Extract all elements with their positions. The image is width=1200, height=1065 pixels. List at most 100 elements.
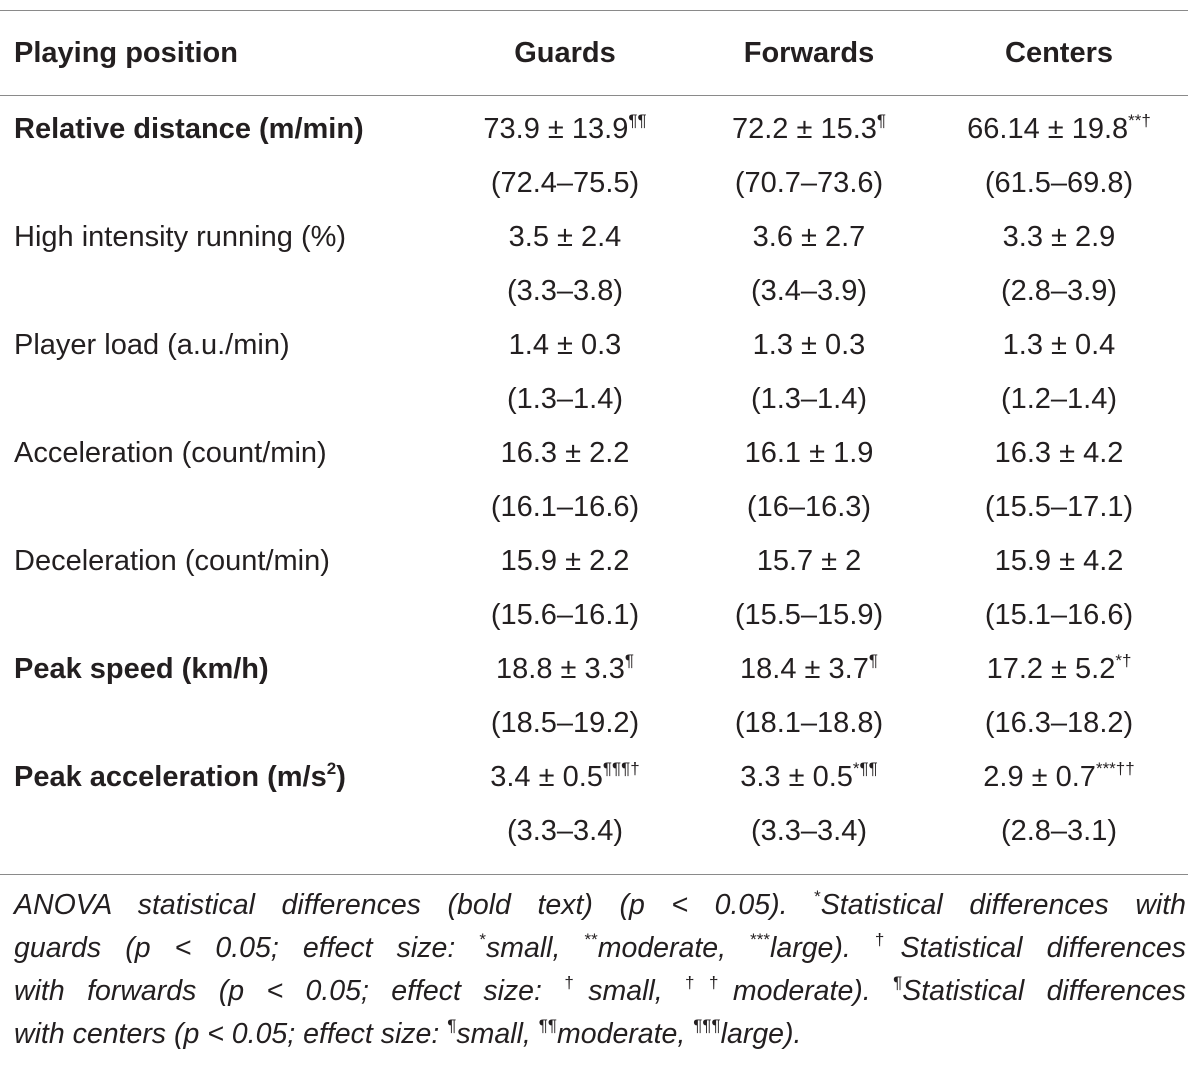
table-row-range: (3.3–3.4) (3.3–3.4) (2.8–3.1) <box>0 811 1188 865</box>
mean-sd-value: 1.3 ± 0.4 <box>1002 329 1116 361</box>
row-label-suffix: ) <box>336 761 346 793</box>
footnote-text: with centers (p < 0.05; effect size: <box>14 1018 448 1050</box>
mean-sd-value: 15.9 ± 4.2 <box>994 545 1124 577</box>
table-row-range: (72.4–75.5) (70.7–73.6) (61.5–69.8) <box>0 163 1188 217</box>
significance-marker: *¶¶ <box>852 759 878 778</box>
row-label: Deceleration (count/min) <box>0 541 442 595</box>
row-label-blank <box>0 811 442 865</box>
significance-marker: ¶¶¶† <box>602 759 640 778</box>
footnote-text: large). <box>720 1018 802 1050</box>
mean-sd-value: 18.4 ± 3.7 <box>740 653 869 685</box>
range-cell: (1.2–1.4) <box>1000 383 1118 415</box>
row-label-blank <box>0 163 442 217</box>
footnote-text: with forwards (p < 0.05; effect size: <box>14 975 565 1007</box>
header-cell-playing-position: Playing position <box>14 36 238 69</box>
mean-sd-cell: 15.9 ± 2.2 <box>442 541 688 595</box>
row-label-text: Relative distance (m/min) <box>14 113 364 145</box>
mean-sd-value: 18.8 ± 3.3 <box>496 653 625 685</box>
mean-sd-cell: 3.4 ± 0.5¶¶¶† <box>442 757 688 811</box>
row-label-text: Player load (a.u./min) <box>14 329 290 361</box>
footnote-marker: † <box>564 973 589 992</box>
row-label: Acceleration (count/min) <box>0 433 442 487</box>
range-cell: (1.3–1.4) <box>750 383 868 415</box>
table-row: Peak acceleration (m/s2) 3.4 ± 0.5¶¶¶† 3.3… <box>0 757 1188 811</box>
mean-sd-value: 16.1 ± 1.9 <box>744 437 874 469</box>
range-cell: (16.3–18.2) <box>984 707 1134 739</box>
significance-marker: *† <box>1115 651 1132 670</box>
header-rule <box>0 95 1188 96</box>
range-cell: (2.8–3.9) <box>1000 275 1118 307</box>
mean-sd-cell: 15.7 ± 2 <box>688 541 930 595</box>
footnote-text: guards (p < 0.05; effect size: <box>14 932 480 964</box>
range-cell: (15.1–16.6) <box>984 599 1134 631</box>
mean-sd-cell: 15.9 ± 4.2 <box>930 541 1188 595</box>
mean-sd-value: 16.3 ± 2.2 <box>500 437 630 469</box>
mean-sd-cell: 18.4 ± 3.7¶ <box>688 649 930 703</box>
data-table: Playing position Guards Forwards Centers… <box>0 11 1188 865</box>
range-cell: (15.6–16.1) <box>490 599 640 631</box>
footnote-text: small, <box>485 932 585 964</box>
footnote-text: moderate, <box>597 932 751 964</box>
row-label-text: Peak acceleration (m/s <box>14 761 327 793</box>
footnote-text: small, <box>456 1018 539 1050</box>
table-body: Relative distance (m/min) 73.9 ± 13.9¶¶ 72… <box>0 95 1188 865</box>
mean-sd-cell: 66.14 ± 19.8**† <box>930 95 1188 163</box>
mean-sd-cell: 3.5 ± 2.4 <box>442 217 688 271</box>
header-row: Playing position Guards Forwards Centers <box>0 11 1188 95</box>
mean-sd-value: 1.4 ± 0.3 <box>508 329 622 361</box>
footnote-marker: * <box>814 887 821 906</box>
footnote-marker: *** <box>750 930 771 949</box>
mean-sd-cell: 1.3 ± 0.3 <box>688 325 930 379</box>
mean-sd-cell: 1.4 ± 0.3 <box>442 325 688 379</box>
range-cell: (70.7–73.6) <box>734 167 884 199</box>
mean-sd-cell: 1.3 ± 0.4 <box>930 325 1188 379</box>
footnote-text: ANOVA statistical differences (bold text… <box>14 889 815 921</box>
row-label-blank <box>0 271 442 325</box>
significance-marker: **† <box>1128 111 1151 130</box>
header-cell-forwards: Forwards <box>743 36 875 69</box>
footnote-text: Statistical differences with <box>820 889 1186 921</box>
mean-sd-value: 2.9 ± 0.7 <box>983 761 1096 793</box>
table-row-range: (1.3–1.4) (1.3–1.4) (1.2–1.4) <box>0 379 1188 433</box>
table-footnote: ANOVA statistical differences (bold text… <box>14 884 1186 1056</box>
footnote-text: small, <box>588 975 686 1007</box>
range-cell: (3.3–3.4) <box>750 815 868 847</box>
table-row-range: (15.6–16.1) (15.5–15.9) (15.1–16.6) <box>0 595 1188 649</box>
significance-marker: ¶ <box>876 111 887 130</box>
range-cell: (3.3–3.8) <box>506 275 624 307</box>
footnote-line: with centers (p < 0.05; effect size: ¶sm… <box>14 1013 1186 1056</box>
mean-sd-cell: 2.9 ± 0.7***†† <box>930 757 1188 811</box>
mean-sd-value: 3.6 ± 2.7 <box>752 221 866 253</box>
mean-sd-cell: 3.3 ± 0.5*¶¶ <box>688 757 930 811</box>
mean-sd-cell: 3.6 ± 2.7 <box>688 217 930 271</box>
row-label-blank <box>0 595 442 649</box>
range-cell: (61.5–69.8) <box>984 167 1134 199</box>
row-label-superscript: 2 <box>326 759 337 778</box>
mean-sd-value: 3.4 ± 0.5 <box>490 761 603 793</box>
mean-sd-value: 66.14 ± 19.8 <box>967 113 1129 145</box>
table-row-range: (3.3–3.8) (3.4–3.9) (2.8–3.9) <box>0 271 1188 325</box>
table-row: High intensity running (%) 3.5 ± 2.4 3.6 ±… <box>0 217 1188 271</box>
header-cell-guards: Guards <box>514 36 616 69</box>
footnote-text: large). <box>770 932 875 964</box>
row-label-text: Peak speed (km/h) <box>14 653 269 685</box>
row-label-blank <box>0 703 442 757</box>
significance-marker: ***†† <box>1095 759 1135 778</box>
range-cell: (2.8–3.1) <box>1000 815 1118 847</box>
mean-sd-cell: 16.3 ± 4.2 <box>930 433 1188 487</box>
mean-sd-cell: 3.3 ± 2.9 <box>930 217 1188 271</box>
footnote-line: with forwards (p < 0.05; effect size: †s… <box>14 970 1186 1013</box>
table-row: Player load (a.u./min) 1.4 ± 0.3 1.3 ± 0.3… <box>0 325 1188 379</box>
row-label-text: Acceleration (count/min) <box>14 437 327 469</box>
row-label-blank <box>0 379 442 433</box>
mean-sd-value: 16.3 ± 4.2 <box>994 437 1124 469</box>
range-cell: (16–16.3) <box>746 491 872 523</box>
range-cell: (3.4–3.9) <box>750 275 868 307</box>
range-cell: (72.4–75.5) <box>490 167 640 199</box>
table-row: Deceleration (count/min) 15.9 ± 2.2 15.7 ±… <box>0 541 1188 595</box>
mean-sd-cell: 18.8 ± 3.3¶ <box>442 649 688 703</box>
footnote-marker: ¶¶¶ <box>693 1016 721 1035</box>
footnote-marker: ¶¶ <box>538 1016 557 1035</box>
footnote-text: moderate). <box>732 975 894 1007</box>
